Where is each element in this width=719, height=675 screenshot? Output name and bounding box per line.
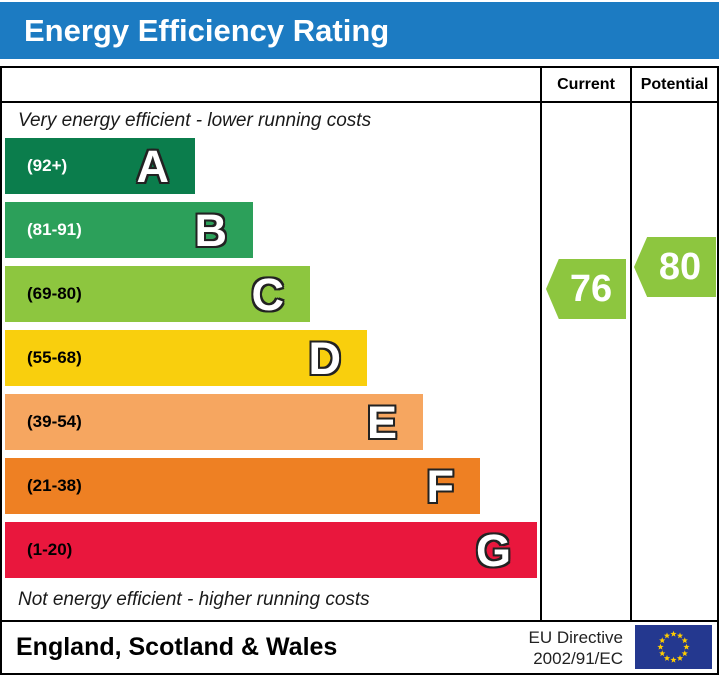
table-body-row: Very energy efficient - lower running co…	[2, 103, 717, 620]
band-e-letter: E	[366, 396, 397, 448]
band-g: (1-20) G	[5, 522, 537, 578]
eu-directive-line1: EU Directive	[528, 627, 623, 647]
band-g-range-label: (1-20)	[27, 540, 73, 559]
region-label: England, Scotland & Wales	[16, 633, 338, 661]
potential-rating-value: 80	[658, 246, 702, 288]
band-d-letter: D	[308, 332, 342, 384]
potential-rating-arrow: 80	[634, 237, 716, 297]
page-title: Energy Efficiency Rating	[24, 12, 390, 48]
band-b-letter: B	[194, 204, 228, 256]
potential-column-header: Potential	[630, 68, 717, 101]
band-a-range-label: (92+)	[27, 156, 68, 175]
potential-rating-column: 80	[630, 103, 717, 620]
top-caption: Very energy efficient - lower running co…	[18, 110, 372, 131]
band-c-range-label: (69-80)	[27, 284, 82, 303]
current-rating-column: 76	[540, 103, 630, 620]
rating-bands: (92+) A (81-91) B (69-80) C (55-68) D	[5, 138, 540, 578]
band-e: (39-54) E	[5, 394, 423, 450]
bands-chart-area: Very energy efficient - lower running co…	[2, 103, 540, 620]
band-c: (69-80) C	[5, 266, 310, 322]
chart-header-cell	[2, 68, 540, 101]
bottom-caption: Not energy efficient - higher running co…	[18, 589, 370, 610]
current-rating-value: 76	[569, 268, 613, 310]
eu-directive-label: EU Directive 2002/91/EC	[529, 627, 623, 669]
title-banner: Energy Efficiency Rating	[0, 2, 719, 59]
band-b: (81-91) B	[5, 202, 253, 258]
band-f-letter: F	[426, 460, 455, 512]
band-f: (21-38) F	[5, 458, 480, 514]
rating-table: Current Potential Very energy efficient …	[0, 66, 719, 675]
band-d: (55-68) D	[5, 330, 367, 386]
band-b-range-label: (81-91)	[27, 220, 82, 239]
band-e-range-label: (39-54)	[27, 412, 82, 431]
band-f-range-label: (21-38)	[27, 476, 82, 495]
band-c-letter: C	[251, 268, 285, 320]
band-a: (92+) A	[5, 138, 195, 194]
current-rating-arrow: 76	[546, 259, 626, 319]
band-d-range-label: (55-68)	[27, 348, 82, 367]
eu-flag-icon	[635, 625, 712, 669]
table-header-row: Current Potential	[2, 68, 717, 103]
band-g-letter: G	[475, 524, 511, 576]
table-footer-row: England, Scotland & Wales EU Directive 2…	[2, 620, 717, 673]
band-a-letter: A	[136, 140, 170, 192]
eu-directive-line2: 2002/91/EC	[533, 648, 623, 668]
current-column-header: Current	[540, 68, 630, 101]
